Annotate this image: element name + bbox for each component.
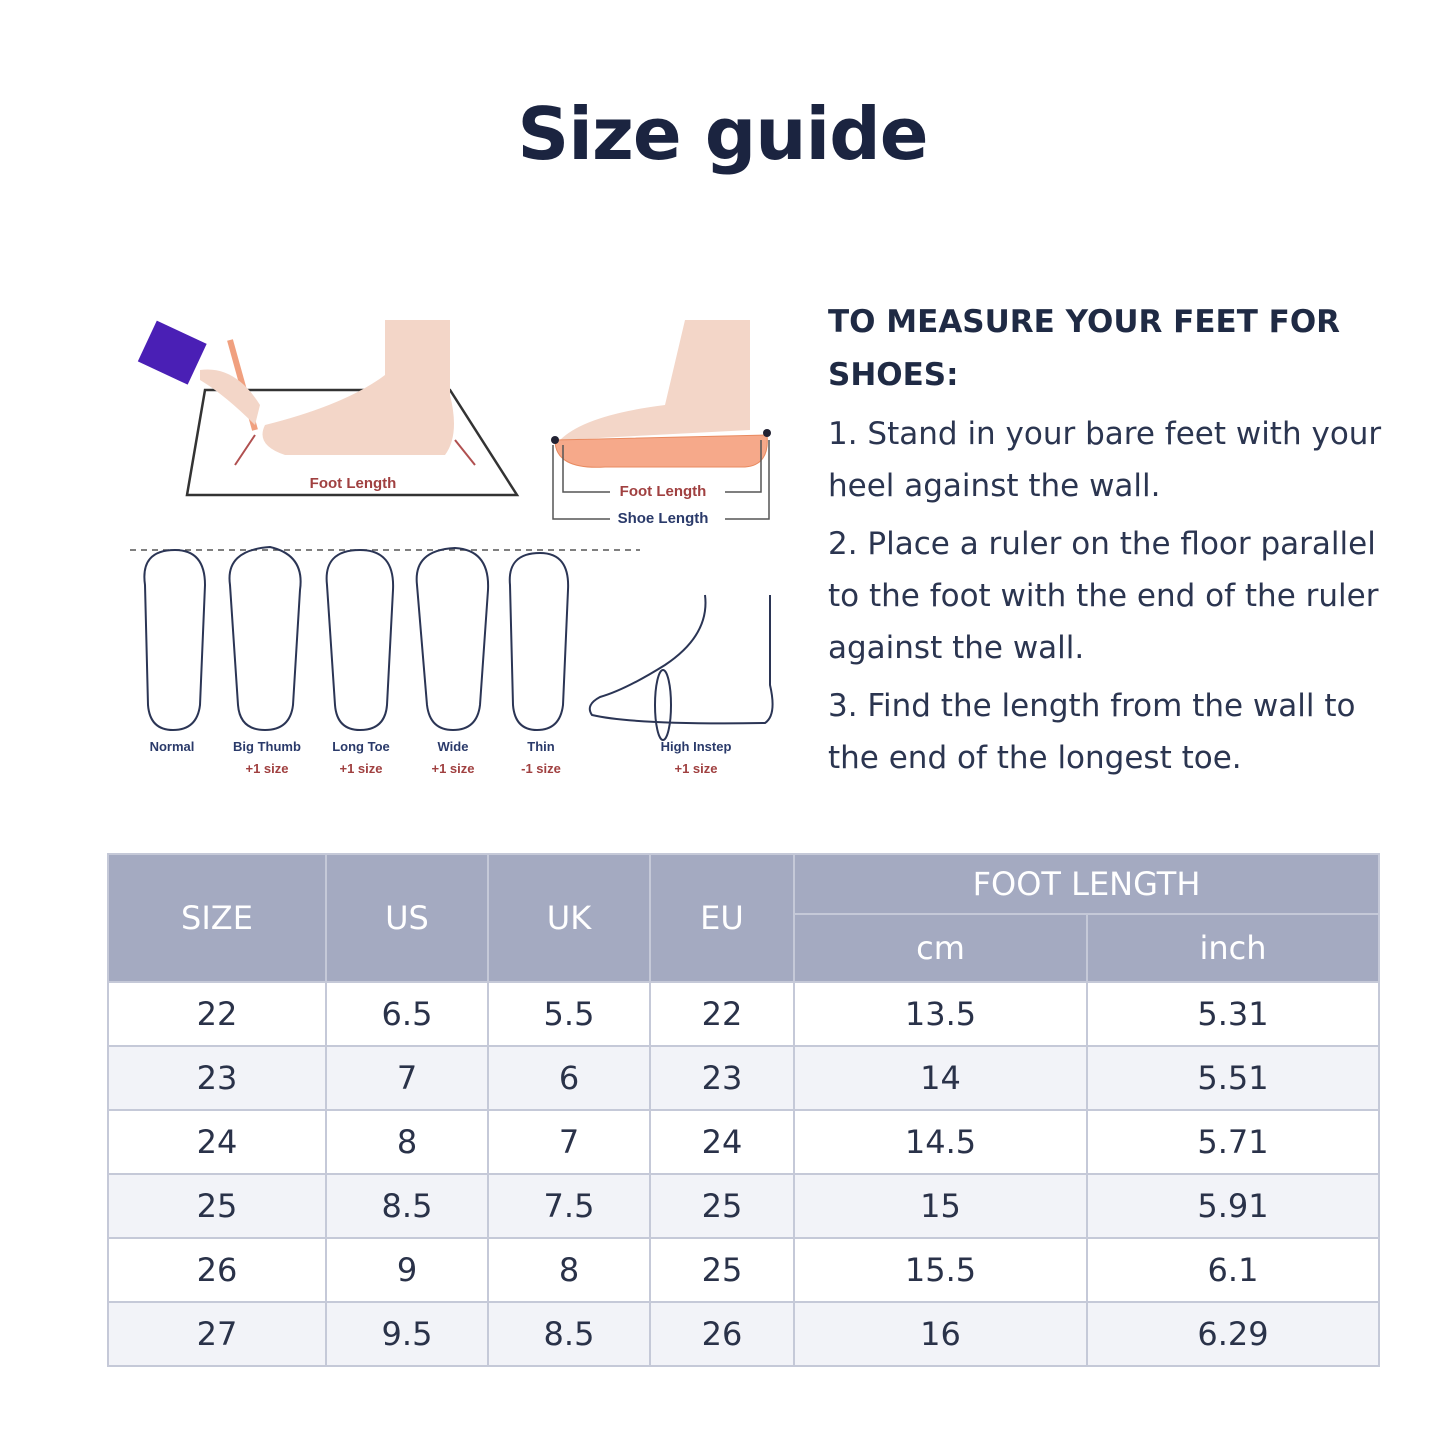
table-cell: 6.29 <box>1086 1301 1380 1367</box>
table-row: 23 7 6 23 14 5.51 <box>107 1045 1380 1111</box>
table-cell: 8 <box>325 1109 489 1175</box>
instructions-heading: TO MEASURE YOUR FEET FOR SHOES: <box>828 304 1341 393</box>
table-cell: 8 <box>487 1237 651 1303</box>
table-cell: 23 <box>107 1045 327 1111</box>
table-cell: 14 <box>793 1045 1088 1111</box>
table-cell: 7 <box>487 1109 651 1175</box>
table-cell: 25 <box>107 1173 327 1239</box>
table-cell: 24 <box>107 1109 327 1175</box>
table-cell: 27 <box>107 1301 327 1367</box>
table-cell: 23 <box>649 1045 795 1111</box>
table-cell: 14.5 <box>793 1109 1088 1175</box>
shoe-foot-length-label: Foot Length <box>620 483 707 500</box>
table-row: 27 9.5 8.5 26 16 6.29 <box>107 1301 1380 1367</box>
foot-on-paper-drawing: Foot Length <box>137 320 520 497</box>
table-cell: 15 <box>793 1173 1088 1239</box>
table-cell: 16 <box>793 1301 1088 1367</box>
header-cm: cm <box>793 913 1088 983</box>
foot-measurement-illustration: Foot Length Foot Length Shoe Length Norm… <box>130 320 774 776</box>
foot-length-label: Foot Length <box>310 475 397 492</box>
foot-outline-high-instep <box>588 594 774 725</box>
table-cell: 8.5 <box>325 1173 489 1239</box>
table-cell: 15.5 <box>793 1237 1088 1303</box>
table-cell: 5.31 <box>1086 981 1380 1047</box>
foot-outline-normal <box>143 548 207 732</box>
table-cell: 5.71 <box>1086 1109 1380 1175</box>
measure-instructions: TO MEASURE YOUR FEET FOR SHOES: 1. Stand… <box>828 296 1398 784</box>
table-row: 26 9 8 25 15.5 6.1 <box>107 1237 1380 1303</box>
foot-type-wide: Wide <box>438 739 469 754</box>
header-inch: inch <box>1086 913 1380 983</box>
page-title: Size guide <box>517 92 928 176</box>
foot-type-normal: Normal <box>150 739 195 754</box>
table-cell: 9.5 <box>325 1301 489 1367</box>
foot-type-thin: Thin <box>527 739 554 754</box>
size-chart-table: SIZE US UK EU FOOT LENGTH cm inch 22 6.5 5… <box>107 853 1380 1367</box>
table-cell: 5.51 <box>1086 1045 1380 1111</box>
header-eu: EU <box>649 853 795 983</box>
foot-outline-wide <box>415 546 490 732</box>
table-row: 25 8.5 7.5 25 15 5.91 <box>107 1173 1380 1239</box>
foot-type-long-toe: Long Toe <box>332 739 390 754</box>
header-foot-length: FOOT LENGTH <box>793 853 1380 915</box>
table-cell: 22 <box>107 981 327 1047</box>
table-cell: 8.5 <box>487 1301 651 1367</box>
instruction-step: 3. Find the length from the wall to the … <box>828 688 1356 776</box>
foot-outline-thin <box>508 551 570 732</box>
header-us: US <box>325 853 489 983</box>
table-cell: 5.5 <box>487 981 651 1047</box>
foot-type-high-instep: High Instep <box>661 739 732 754</box>
table-cell: 7.5 <box>487 1173 651 1239</box>
table-cell: 6.5 <box>325 981 489 1047</box>
table-cell: 22 <box>649 981 795 1047</box>
table-cell: 13.5 <box>793 981 1088 1047</box>
table-cell: 26 <box>649 1301 795 1367</box>
svg-text:+1 size: +1 size <box>245 761 288 776</box>
table-cell: 25 <box>649 1173 795 1239</box>
svg-text:-1 size: -1 size <box>521 761 561 776</box>
table-cell: 7 <box>325 1045 489 1111</box>
table-row: 22 6.5 5.5 22 13.5 5.31 <box>107 981 1380 1047</box>
table-cell: 5.91 <box>1086 1173 1380 1239</box>
foot-type-big-thumb: Big Thumb <box>233 739 301 754</box>
sleeve-icon <box>137 320 207 385</box>
svg-text:+1 size: +1 size <box>674 761 717 776</box>
svg-text:+1 size: +1 size <box>339 761 382 776</box>
table-row: 24 8 7 24 14.5 5.71 <box>107 1109 1380 1175</box>
table-cell: 25 <box>649 1237 795 1303</box>
instruction-step: 2. Place a ruler on the floor parallel t… <box>828 526 1379 666</box>
header-uk: UK <box>487 853 651 983</box>
table-cell: 24 <box>649 1109 795 1175</box>
foot-outline-long-toe <box>325 548 395 732</box>
foot-outline-big-thumb <box>228 545 302 732</box>
shoe-length-drawing: Foot Length Shoe Length <box>551 320 771 527</box>
table-cell: 6.1 <box>1086 1237 1380 1303</box>
table-cell: 26 <box>107 1237 327 1303</box>
table-cell: 9 <box>325 1237 489 1303</box>
table-cell: 6 <box>487 1045 651 1111</box>
instruction-step: 1. Stand in your bare feet with your hee… <box>828 416 1382 504</box>
shoe-length-label: Shoe Length <box>618 510 709 527</box>
header-size: SIZE <box>107 853 327 983</box>
svg-text:+1 size: +1 size <box>431 761 474 776</box>
